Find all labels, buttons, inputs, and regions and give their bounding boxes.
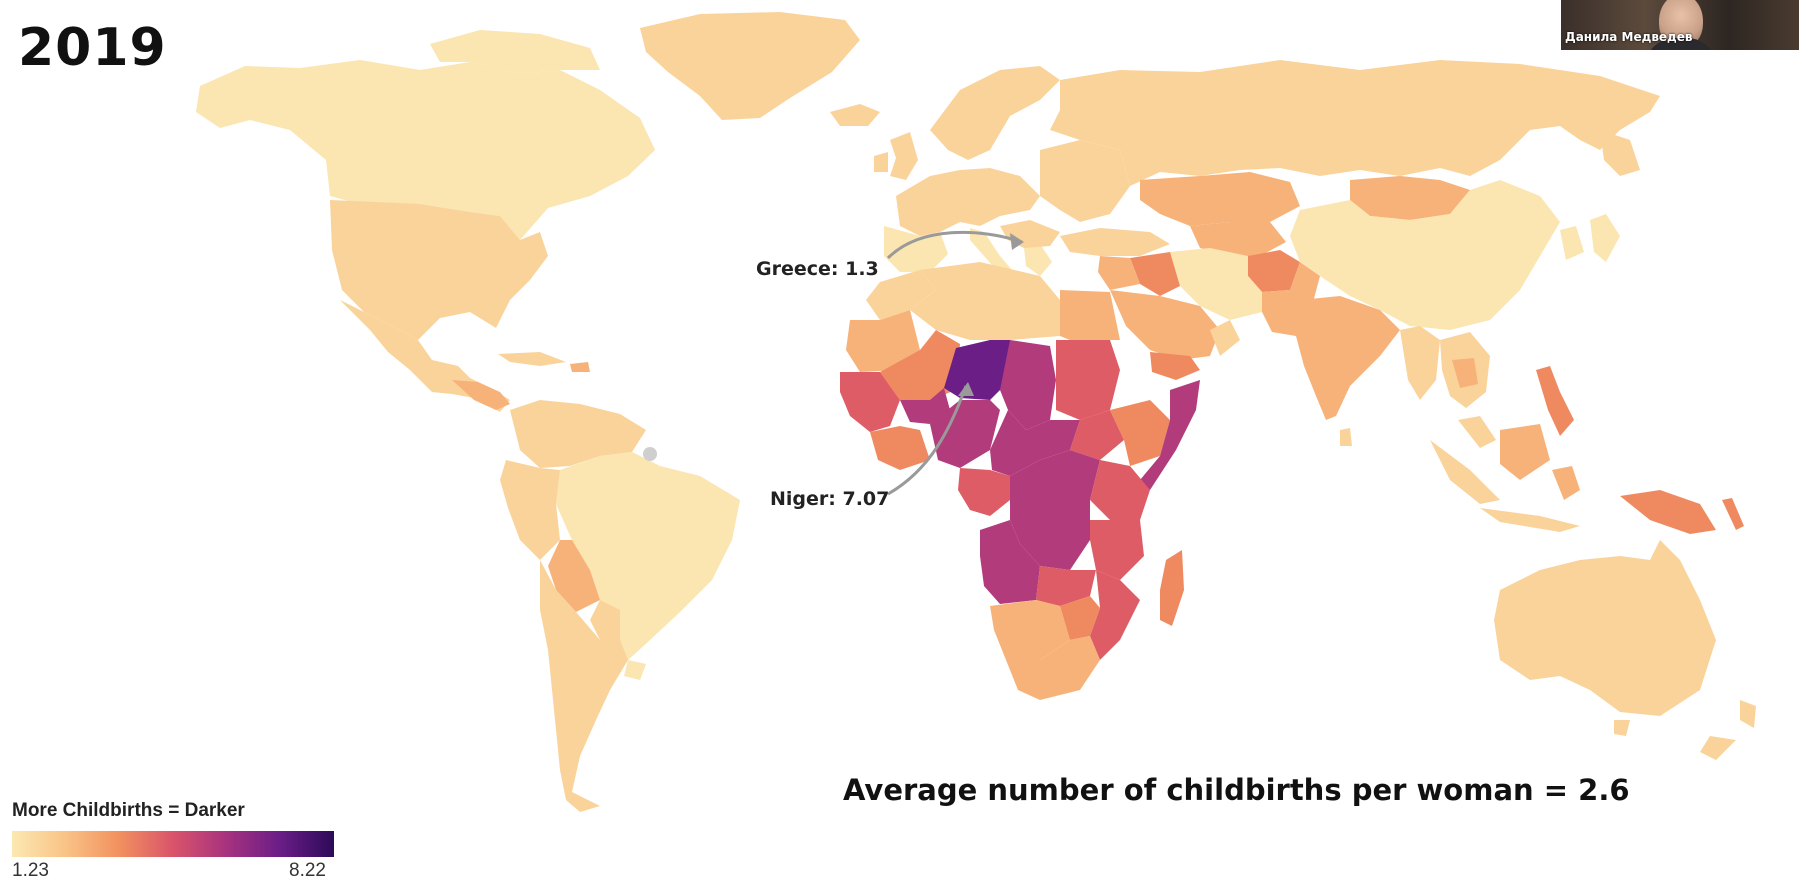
region-korea-japan [1560,214,1620,262]
region-bolivia [548,540,600,612]
region-ivory-coast-ghana [870,426,930,470]
niger-annotation: Niger: 7.07 [770,488,890,510]
participant-name: Данила Медведев [1565,30,1693,44]
region-haiti [570,362,590,372]
webcam-thumbnail[interactable]: Данила Медведев [1561,0,1799,50]
region-zambia [1036,566,1096,606]
region-dr-congo [1010,450,1100,570]
region-paraguay [590,600,620,640]
region-sri-lanka [1340,428,1352,446]
region-mongolia [1350,176,1470,220]
region-russia [1050,60,1660,186]
region-sudan [1056,340,1120,420]
region-morocco [866,270,936,320]
region-madagascar [1160,550,1184,626]
region-kamchatka [1600,130,1640,176]
region-uzbek-turkmen [1190,222,1286,256]
region-balkans [1000,220,1060,248]
region-uruguay [624,660,646,680]
region-cuba [498,352,566,366]
region-syria-jordan [1098,256,1140,290]
region-egypt [1060,290,1120,340]
region-sumatra-java [1430,440,1580,532]
region-scandinavia [930,66,1060,160]
region-burkina-faso [900,388,950,424]
region-eastern-europe [1040,140,1130,222]
participant-shirt [1645,38,1717,50]
region-chad [1000,340,1056,430]
region-sulawesi [1552,466,1580,500]
region-mali [880,330,960,400]
region-angola [980,520,1040,604]
region-saudi-arabia [1110,290,1220,360]
region-tasmania [1614,720,1630,736]
region-ethiopia [1110,400,1170,466]
region-kazakhstan [1140,172,1300,226]
region-western-sahara-mauritania [846,310,920,372]
region-mozambique [1090,570,1140,660]
region-philippines [1536,366,1574,436]
region-greece [1024,244,1052,276]
region-somalia [1140,380,1200,490]
region-iceland [830,104,880,126]
region-europe-west [896,168,1040,236]
region-south-sudan [1070,410,1124,460]
region-algeria-libya [910,262,1060,340]
region-iran [1170,248,1262,320]
region-guatemala-honduras [452,380,510,410]
region-cameroon-car [990,410,1080,476]
legend-title: More Childbirths = Darker [12,800,245,821]
region-australia [1494,540,1716,716]
region-namibia-botswana [990,600,1070,660]
region-greenland [640,12,860,120]
region-italy [970,228,1012,274]
region-papua-new-guinea [1620,490,1716,534]
region-arctic-islands [430,30,600,74]
region-usa [330,200,548,340]
region-borneo [1500,424,1550,480]
region-brazil [556,452,740,660]
region-south-africa [1006,636,1100,700]
average-childbirths-text: Average number of childbirths per woman … [843,773,1630,807]
region-niger [944,340,1010,400]
region-canada [196,60,655,240]
region-uganda-kenya [1090,460,1150,520]
region-colombia-venezuela [510,400,646,468]
region-afghanistan [1248,250,1300,292]
greece-arrowhead [1010,233,1024,250]
region-new-zealand [1700,700,1756,760]
legend-max-value: 8.22 [289,860,326,881]
region-uk [890,132,918,180]
region-iberia [884,226,948,272]
region-oman [1210,320,1240,356]
greece-arrow [886,230,1023,260]
region-india [1296,296,1400,420]
region-china [1290,180,1560,330]
region-peru [500,460,560,560]
region-zimbabwe [1060,596,1100,640]
region-yemen [1150,352,1200,380]
year-title: 2019 [18,18,167,78]
region-nigeria [930,400,1000,468]
legend-min-value: 1.23 [12,860,49,881]
region-tanzania [1090,520,1144,580]
region-ireland [874,152,888,172]
region-turkey [1060,228,1170,256]
niger-arrow [887,385,968,496]
region-gabon-congo [958,468,1010,516]
region-iraq [1130,252,1180,296]
region-pacific-islands [1722,498,1744,530]
region-laos-cambodia [1452,358,1478,388]
region-malaysia [1458,416,1496,448]
region-argentina-chile [540,560,628,812]
legend-color-scale [12,831,334,857]
region-bangladesh-myanmar [1400,326,1440,400]
region-french-guiana [643,447,657,461]
niger-arrowhead [958,382,974,396]
greece-annotation: Greece: 1.3 [756,258,879,280]
region-senegal-guinea [840,372,900,432]
